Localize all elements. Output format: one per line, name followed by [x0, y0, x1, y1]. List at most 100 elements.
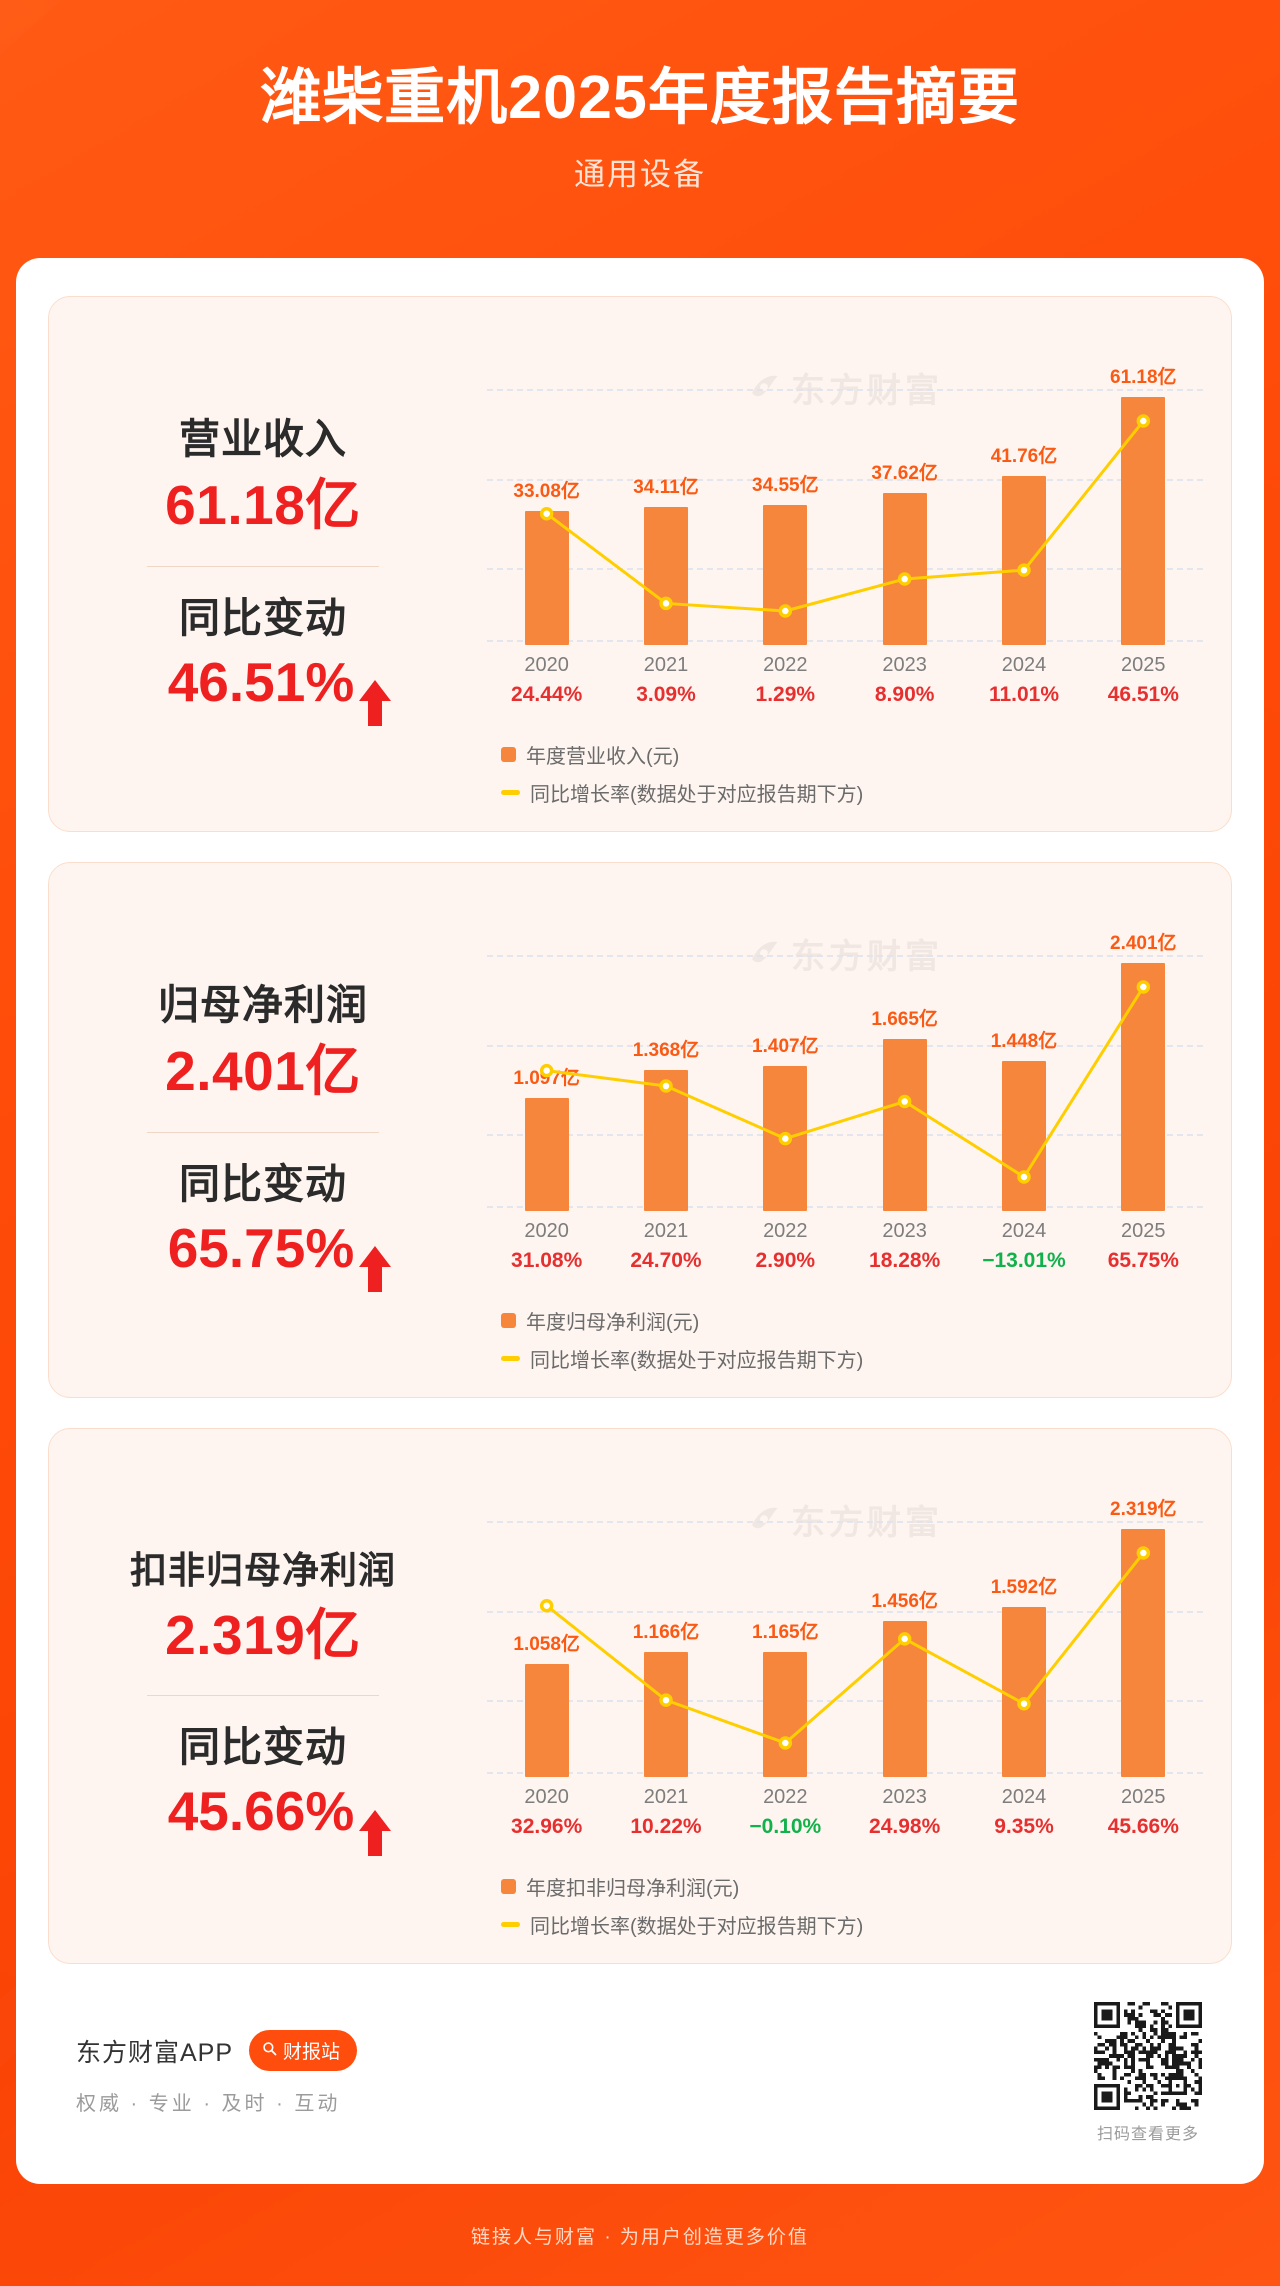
- axis-year-label: 2022: [763, 654, 808, 676]
- metric-card-revenue: 营业收入 61.18亿 同比变动 46.51% 东方财富 33.08亿 34.11亿…: [48, 296, 1232, 832]
- bar-value-label: 1.165亿: [752, 1622, 819, 1644]
- change-value-row: 65.75%: [167, 1216, 392, 1292]
- chart-bar: [524, 1097, 569, 1211]
- chart-bar-group: 1.665亿: [845, 1009, 964, 1211]
- axis-year-label: 2023: [882, 1220, 927, 1242]
- metric-summary: 扣非归母净利润 2.319亿 同比变动 45.66%: [49, 1429, 477, 1963]
- chart-bar: [1001, 475, 1046, 645]
- axis-year-label: 2025: [1121, 654, 1166, 676]
- chart-bar: [1121, 1529, 1166, 1777]
- chart-bar-group: 1.166亿: [606, 1622, 725, 1777]
- axis-year-label: 2020: [524, 654, 569, 676]
- chart-bar: [763, 1652, 808, 1777]
- axis-year-label: 2025: [1121, 1786, 1166, 1808]
- axis-growth-label: 65.75%: [1107, 1249, 1179, 1272]
- chart-axis-row: 2020 24.44% 2021 3.09% 2022 1.29% 2023 8.90% 202…: [487, 651, 1203, 710]
- axis-cell: 2024 9.35%: [964, 1783, 1083, 1842]
- metric-summary: 归母净利润 2.401亿 同比变动 65.75%: [49, 863, 477, 1397]
- footer-brand: 东方财富APP 财报站 权威 · 专业 · 及时 · 互动: [48, 2030, 358, 2116]
- bar-value-label: 1.665亿: [871, 1009, 938, 1031]
- chart-bar: [1121, 963, 1166, 1211]
- pill-label: 财报站: [283, 2042, 341, 2063]
- axis-growth-label: 24.44%: [511, 683, 583, 706]
- bar-value-label: 1.448亿: [990, 1031, 1058, 1053]
- bar-value-label: 2.319亿: [1110, 1499, 1177, 1520]
- chart-bar-group: 1.058亿: [487, 1634, 606, 1777]
- axis-growth-label: 32.96%: [511, 1815, 583, 1838]
- chart-axis-row: 2020 32.96% 2021 10.22% 2022 −0.10% 2023 24.98%…: [487, 1783, 1203, 1842]
- chart-bar-group: 2.319亿: [1084, 1499, 1203, 1777]
- bar-value-label: 2.401亿: [1110, 933, 1177, 954]
- chart-bar-group: 1.407亿: [726, 1036, 845, 1211]
- axis-growth-label: 1.29%: [755, 683, 816, 706]
- metric-label: 归母净利润: [158, 981, 368, 1028]
- chart-plot-area: 东方财富 33.08亿 34.11亿 34.55亿 37.62亿 41.76亿 61.18亿: [487, 325, 1203, 645]
- change-value: 65.75%: [167, 1216, 355, 1279]
- bar-value-label: 1.407亿: [752, 1035, 819, 1057]
- legend-bar-swatch: [501, 1879, 516, 1895]
- bar-value-label: 37.62亿: [871, 462, 938, 484]
- axis-cell: 2021 24.70%: [606, 1217, 725, 1276]
- axis-growth-label: 3.09%: [636, 683, 696, 706]
- chart-plot-area: 东方财富 1.097亿 1.368亿 1.407亿 1.665亿 1.448亿 2.401亿: [487, 891, 1203, 1211]
- axis-cell: 2021 10.22%: [606, 1783, 725, 1842]
- axis-growth-label: 24.70%: [630, 1249, 702, 1272]
- axis-year-label: 2021: [643, 1220, 689, 1242]
- change-value: 45.66%: [167, 1780, 355, 1843]
- footer-app-row: 东方财富APP 财报站: [76, 2030, 358, 2071]
- legend-bar-swatch: [501, 1313, 516, 1329]
- axis-cell: 2020 31.08%: [487, 1217, 606, 1276]
- legend-item-line: 同比增长率(数据处于对应报告期下方): [501, 1910, 1203, 1939]
- axis-year-label: 2021: [643, 654, 689, 676]
- financial-report-station-button[interactable]: 财报站: [249, 2030, 358, 2071]
- change-label: 同比变动: [179, 1724, 347, 1771]
- axis-cell: 2025 46.51%: [1084, 651, 1203, 710]
- bar-value-label: 61.18亿: [1110, 367, 1177, 388]
- metric-card-deducted-net-profit: 扣非归母净利润 2.319亿 同比变动 45.66% 东方财富 1.058亿 1.1…: [48, 1428, 1232, 1964]
- page-header: 潍柴重机2025年度报告摘要 通用设备: [0, 0, 1280, 258]
- bar-value-label: 41.76亿: [990, 445, 1058, 467]
- axis-year-label: 2025: [1121, 1220, 1166, 1242]
- axis-cell: 2023 8.90%: [845, 651, 964, 710]
- axis-growth-label: 45.66%: [1107, 1815, 1179, 1838]
- chart-bar: [1001, 1606, 1046, 1777]
- legend-item-bar: 年度营业收入(元): [501, 740, 1203, 769]
- chart-gridline: [487, 389, 1203, 391]
- metric-label: 扣非归母净利润: [130, 1550, 396, 1592]
- change-label: 同比变动: [179, 594, 347, 641]
- page-subtitle: 通用设备: [574, 156, 706, 192]
- chart-bar: [524, 1663, 569, 1777]
- axis-cell: 2024 −13.01%: [964, 1217, 1083, 1276]
- chart-gridline: [487, 1772, 1203, 1775]
- legend-line-swatch: [501, 1922, 520, 1928]
- axis-cell: 2023 18.28%: [845, 1217, 964, 1276]
- legend-bar-label: 年度营业收入(元): [526, 746, 680, 769]
- axis-growth-label: 11.01%: [988, 683, 1060, 706]
- page-title: 潍柴重机2025年度报告摘要: [260, 63, 1020, 132]
- chart-legend: 年度归母净利润(元) 同比增长率(数据处于对应报告期下方): [487, 1306, 1203, 1373]
- chart-bar-group: 37.62亿: [845, 463, 964, 645]
- divider: [147, 1131, 379, 1133]
- axis-year-label: 2022: [763, 1786, 808, 1808]
- bottom-strip-text: 链接人与财富 · 为用户创造更多价值: [471, 2226, 809, 2248]
- bottom-strip: 链接人与财富 · 为用户创造更多价值: [0, 2184, 1280, 2286]
- axis-cell: 2022 2.90%: [726, 1217, 845, 1276]
- chart-bar: [1121, 397, 1166, 645]
- axis-growth-label: 46.51%: [1107, 683, 1179, 706]
- qr-code[interactable]: [1094, 2002, 1202, 2110]
- chart-gridline: [487, 955, 1203, 957]
- axis-growth-label: 2.90%: [755, 1249, 816, 1272]
- axis-cell: 2022 1.29%: [726, 651, 845, 710]
- axis-cell: 2025 45.66%: [1084, 1783, 1203, 1842]
- bar-value-label: 34.55亿: [752, 474, 819, 496]
- search-icon: [262, 2040, 277, 2062]
- chart-plot-area: 东方财富 1.058亿 1.166亿 1.165亿 1.456亿 1.592亿 2.319亿: [487, 1457, 1203, 1777]
- change-value-row: 46.51%: [168, 652, 392, 726]
- axis-year-label: 2024: [1001, 1220, 1047, 1242]
- axis-growth-label: 31.08%: [511, 1249, 583, 1272]
- legend-item-line: 同比增长率(数据处于对应报告期下方): [501, 1344, 1203, 1373]
- chart-bar-group: 1.448亿: [964, 1031, 1083, 1211]
- chart-bar: [882, 492, 927, 645]
- chart-bar-group: 2.401亿: [1084, 933, 1203, 1211]
- divider: [147, 1695, 379, 1697]
